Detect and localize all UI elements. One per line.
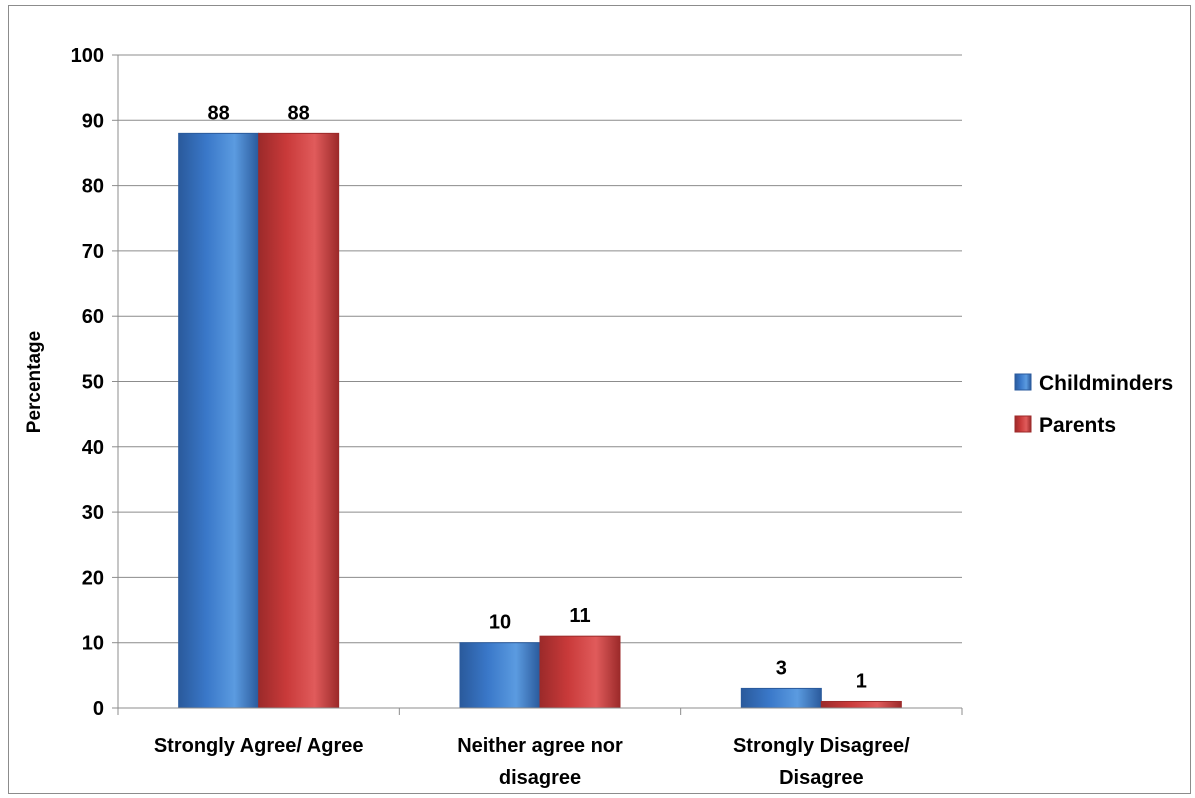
data-label: 88 xyxy=(288,102,310,124)
legend: Childminders Parents xyxy=(1014,372,1173,437)
y-tick-label: 0 xyxy=(93,698,104,720)
bar-parents-0 xyxy=(258,132,340,709)
data-label: 88 xyxy=(208,102,230,124)
category-label: Strongly Agree/ Agree xyxy=(154,735,364,757)
axes xyxy=(117,55,963,715)
y-tick-label: 90 xyxy=(82,110,104,132)
y-tick-label: 60 xyxy=(82,306,104,328)
y-tick-label: 30 xyxy=(82,502,104,524)
y-tick-label: 20 xyxy=(82,567,104,589)
legend-label-parents: Parents xyxy=(1039,414,1116,437)
bars xyxy=(178,132,902,709)
y-tick-label: 70 xyxy=(82,241,104,263)
y-tick-label: 40 xyxy=(82,437,104,459)
labels: 0 10 20 30 40 50 60 70 80 90 100 88 88 Strongly Agree… xyxy=(71,45,911,789)
y-tick-label: 100 xyxy=(71,45,104,67)
data-label: 3 xyxy=(776,657,787,679)
y-tick-label: 80 xyxy=(82,176,104,198)
data-label: 1 xyxy=(856,670,867,692)
bar-childminders-1 xyxy=(459,642,541,709)
y-tick-label: 50 xyxy=(82,372,104,394)
legend-swatch-parents xyxy=(1014,415,1032,433)
category-label: Strongly Disagree/ xyxy=(733,735,910,757)
legend-label-childminders: Childminders xyxy=(1039,372,1173,395)
category-label: Neither agree nor xyxy=(457,735,623,757)
bar-parents-1 xyxy=(539,635,621,709)
data-label: 10 xyxy=(489,612,511,634)
legend-swatch-childminders xyxy=(1014,373,1032,391)
category-label: Disagree xyxy=(779,767,864,789)
data-label: 11 xyxy=(569,605,590,627)
y-axis-title: Percentage xyxy=(24,331,45,433)
bar-parents-2 xyxy=(820,700,902,709)
y-tick-label: 10 xyxy=(82,633,104,655)
bar-childminders-0 xyxy=(178,132,260,709)
bar-childminders-2 xyxy=(740,687,822,709)
category-label: disagree xyxy=(499,767,581,789)
